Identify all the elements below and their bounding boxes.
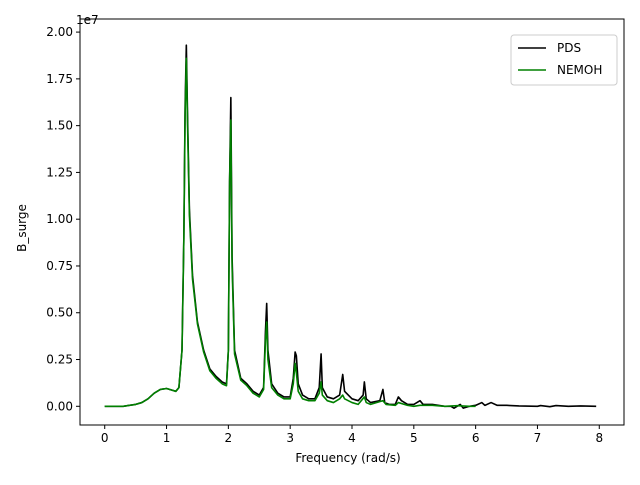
x-tick-label: 6	[472, 431, 480, 445]
x-axis-label: Frequency (rad/s)	[295, 451, 400, 465]
y-tick-label: 2.00	[46, 25, 73, 39]
y-tick-label: 0.75	[46, 259, 73, 273]
x-tick-label: 8	[595, 431, 603, 445]
x-tick-label: 1	[163, 431, 171, 445]
y-tick-label: 0.00	[46, 399, 73, 413]
y-axis-label: B_surge	[15, 204, 29, 252]
x-tick-label: 2	[225, 431, 233, 445]
x-tick-label: 0	[101, 431, 109, 445]
legend: PDS NEMOH	[510, 34, 618, 86]
x-axis: 0 1 2 3 4 5 6 7 8	[101, 425, 603, 445]
x-tick-label: 5	[410, 431, 418, 445]
y-tick-label: 1.75	[46, 72, 73, 86]
y-axis: 0.00 0.25 0.50 0.75 1.00 1.25 1.50 1.75 2.00	[46, 25, 80, 413]
y-tick-label: 0.25	[46, 353, 73, 367]
x-tick-label: 4	[348, 431, 356, 445]
y-axis-offset-label: 1e7	[76, 13, 99, 27]
series-line-nemoh	[104, 57, 476, 408]
legend-label-nemoh: NEMOH	[557, 63, 602, 77]
y-tick-label: 1.00	[46, 212, 73, 226]
series-layer	[104, 44, 597, 409]
y-tick-label: 1.25	[46, 165, 73, 179]
y-tick-label: 1.50	[46, 119, 73, 133]
x-tick-label: 3	[286, 431, 294, 445]
x-tick-label: 7	[534, 431, 542, 445]
legend-label-pds: PDS	[557, 41, 581, 55]
y-tick-label: 0.50	[46, 306, 73, 320]
